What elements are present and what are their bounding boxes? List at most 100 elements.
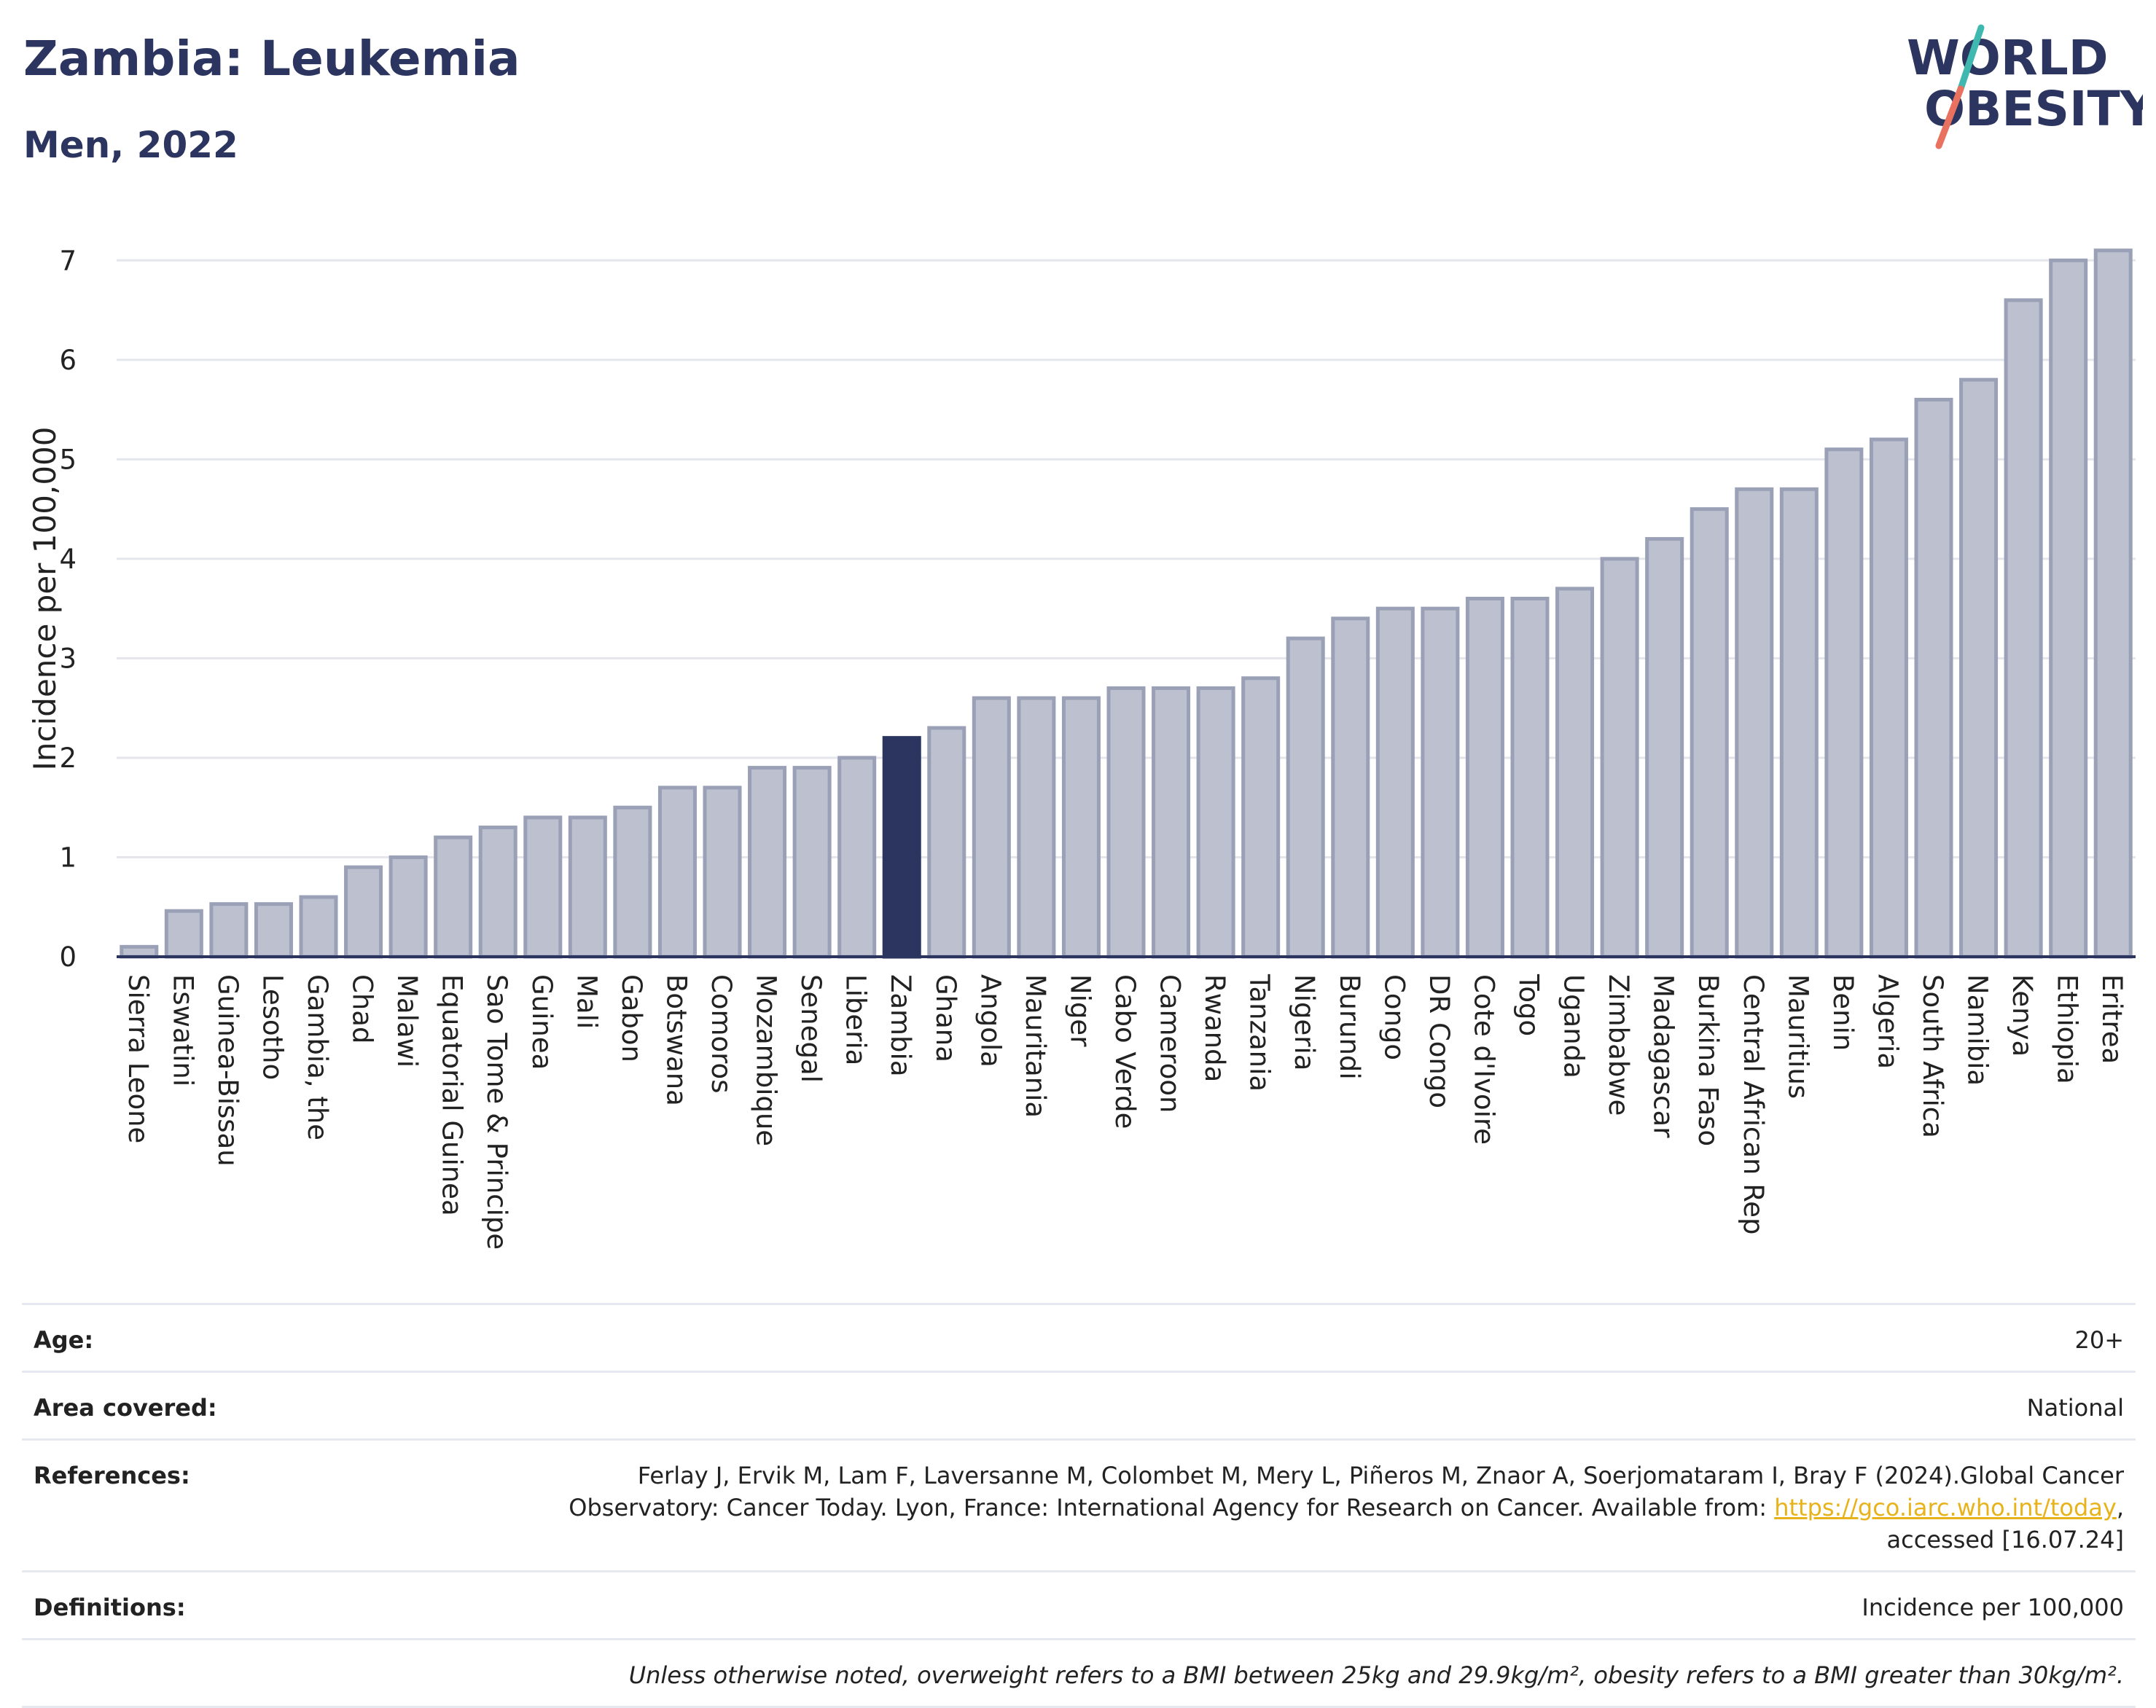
- bar-chad: [344, 865, 383, 959]
- x-tick-label: Guinea: [526, 974, 558, 1070]
- bar-mozambique: [748, 766, 787, 959]
- age-value: 20+: [2074, 1326, 2124, 1354]
- bar-ghana: [927, 726, 966, 959]
- x-tick-label: Eritrea: [2096, 974, 2128, 1064]
- x-tick-label: Ethiopia: [2052, 974, 2083, 1084]
- bar-cote-d-ivoire: [1465, 597, 1504, 959]
- references-link[interactable]: https://gco.iarc.who.int/today: [1774, 1494, 2117, 1521]
- bar-mauritius: [1779, 487, 1819, 959]
- definitions-label: Definitions:: [34, 1594, 186, 1621]
- y-tick-label: 6: [59, 345, 77, 376]
- x-tick-label: Mozambique: [751, 974, 782, 1146]
- x-tick-label: Central African Rep: [1738, 974, 1769, 1235]
- bar-niger: [1061, 696, 1101, 959]
- age-label: Age:: [34, 1326, 94, 1354]
- y-axis-title: Incidence per 100,000: [27, 427, 63, 771]
- x-tick-label: Tanzania: [1244, 974, 1276, 1092]
- y-tick-label: 7: [59, 245, 77, 276]
- x-tick-label: Burundi: [1334, 974, 1365, 1080]
- bar-zimbabwe: [1600, 557, 1639, 959]
- bar-liberia: [837, 756, 877, 959]
- bar-algeria: [1869, 437, 1908, 959]
- x-tick-label: Guinea-Bissau: [212, 974, 243, 1167]
- bar-togo: [1510, 597, 1550, 959]
- x-tick-label: Kenya: [2007, 974, 2038, 1057]
- x-tick-label: Zimbabwe: [1603, 974, 1634, 1116]
- definitions-value: Incidence per 100,000: [1862, 1594, 2124, 1621]
- x-tick-label: Liberia: [840, 974, 872, 1065]
- area-label: Area covered:: [34, 1394, 217, 1422]
- references-line2-end: ,: [2116, 1494, 2124, 1521]
- bar-madagascar: [1645, 537, 1684, 959]
- x-tick-label: Equatorial Guinea: [437, 974, 468, 1216]
- bar-sierra-leone: [120, 944, 159, 959]
- x-tick-label: Uganda: [1558, 974, 1590, 1078]
- y-tick-label: 2: [59, 743, 77, 774]
- world-obesity-logo: WORLD OBESITY: [1907, 24, 2143, 149]
- x-tick-label: Nigeria: [1289, 974, 1320, 1070]
- y-axis-ticks: 0 1 2 3 4 5 6 7: [59, 245, 77, 973]
- x-tick-label: Burkina Faso: [1692, 974, 1724, 1146]
- x-tick-label: Ghana: [930, 974, 961, 1062]
- bars: [120, 248, 2133, 959]
- bar-equatorial-guinea: [434, 835, 473, 959]
- x-tick-label: Angola: [975, 974, 1006, 1068]
- x-tick-label: Botswana: [660, 974, 692, 1106]
- bar-guinea: [523, 815, 563, 959]
- x-tick-label: Rwanda: [1199, 974, 1230, 1082]
- x-tick-label: Gambia, the: [302, 974, 333, 1140]
- logo-word-world: WORLD: [1907, 30, 2109, 86]
- x-tick-label: Cote d'Ivoire: [1468, 974, 1499, 1145]
- x-tick-label: Cameroon: [1155, 974, 1186, 1113]
- x-tick-label: Mali: [571, 974, 602, 1029]
- y-tick-label: 0: [59, 941, 77, 973]
- x-tick-label: Zambia: [885, 974, 916, 1077]
- x-tick-label: Gabon: [616, 974, 647, 1062]
- bar-malawi: [388, 855, 428, 959]
- references-line1: Ferlay J, Ervik M, Lam F, Laversanne M, …: [637, 1462, 2124, 1489]
- x-tick-label: Congo: [1378, 974, 1410, 1060]
- y-tick-label: 3: [59, 643, 77, 674]
- chart-title: Zambia: Leukemia: [23, 31, 520, 87]
- definitions-row: Definitions: Incidence per 100,000: [22, 1570, 2136, 1638]
- x-tick-label: Niger: [1064, 974, 1095, 1047]
- references-line2-text: Observatory: Cancer Today. Lyon, France:…: [569, 1494, 1775, 1521]
- bar-central-african-rep: [1735, 487, 1774, 959]
- x-tick-label: Chad: [347, 974, 378, 1043]
- bar-rwanda: [1196, 686, 1235, 959]
- x-tick-label: Comoros: [706, 974, 737, 1093]
- x-tick-label: South Africa: [1917, 974, 1948, 1138]
- bar-angola: [972, 696, 1011, 959]
- x-tick-label: Algeria: [1872, 974, 1903, 1069]
- bar-sao-tome-principe: [478, 826, 517, 959]
- bar-benin: [1824, 447, 1864, 959]
- bar-cameroon: [1152, 686, 1191, 959]
- references-row: References: Ferlay J, Ervik M, Lam F, La…: [22, 1438, 2136, 1570]
- x-tick-label: Sao Tome & Principe: [481, 974, 512, 1250]
- x-tick-label: Mauritania: [1020, 974, 1051, 1118]
- bar-kenya: [2004, 298, 2043, 959]
- bar-burkina-faso: [1690, 507, 1729, 959]
- x-tick-label: Eswatini: [167, 974, 198, 1086]
- x-tick-label: Lesotho: [257, 974, 288, 1080]
- bar-mali: [568, 815, 607, 959]
- x-tick-label: Madagascar: [1648, 974, 1679, 1138]
- references-line3: accessed [16.07.24]: [1886, 1526, 2124, 1554]
- x-tick-label: Mauritius: [1782, 974, 1813, 1099]
- bar-ethiopia: [2049, 258, 2088, 959]
- bar-namibia: [1959, 377, 1999, 959]
- bar-south-africa: [1914, 397, 1953, 959]
- references-value: Ferlay J, Ervik M, Lam F, Laversanne M, …: [544, 1460, 2124, 1556]
- bar-gambia-the: [299, 895, 338, 959]
- bar-zambia: [882, 736, 921, 959]
- area-value: National: [2026, 1394, 2124, 1422]
- bar-botswana: [657, 786, 697, 959]
- note-row: Unless otherwise noted, overweight refer…: [22, 1638, 2136, 1708]
- bar-nigeria: [1286, 636, 1325, 959]
- bar-guinea-bissau: [209, 902, 249, 959]
- y-tick-label: 1: [59, 842, 77, 873]
- x-tick-label: Cabo Verde: [1109, 974, 1141, 1129]
- bar-comoros: [703, 786, 742, 959]
- x-tick-label: Namibia: [1962, 974, 1993, 1086]
- y-tick-label: 5: [59, 444, 77, 475]
